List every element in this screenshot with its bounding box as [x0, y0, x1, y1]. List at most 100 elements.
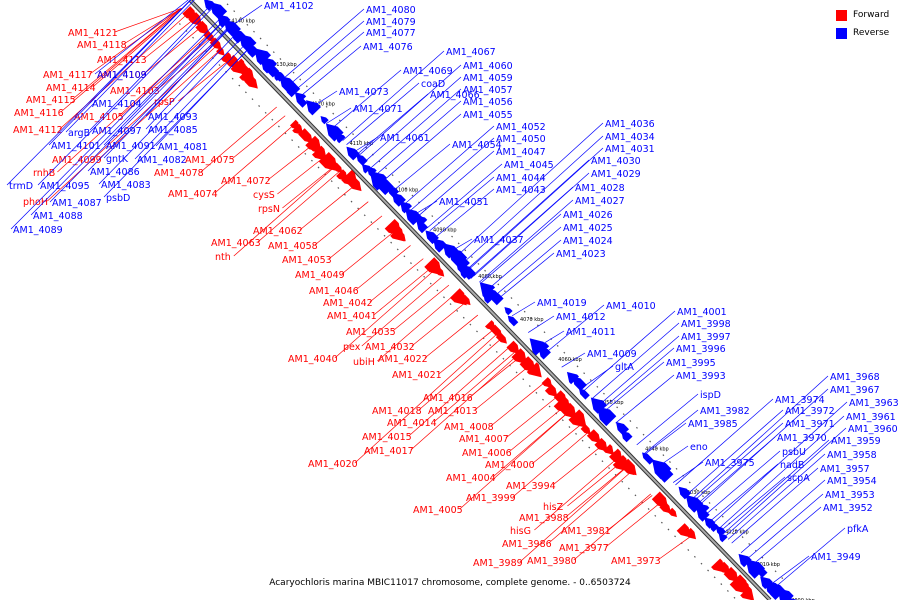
reverse-gene-label: AM1_4044: [496, 173, 546, 184]
forward-gene: [460, 294, 471, 306]
reverse-gene-label: AM1_4034: [605, 132, 655, 143]
reverse-gene: [356, 154, 368, 166]
forward-gene-leader: [282, 166, 335, 209]
reverse-gene-leader: [310, 90, 338, 109]
axis-tick-label: 4050 kbp: [600, 400, 624, 406]
forward-gene-label: AM1_4058: [268, 241, 318, 252]
forward-gene-label: AM1_4075: [185, 155, 235, 166]
reverse-gene-label: AM1_3997: [681, 332, 731, 343]
reverse-gene-label: AM1_3954: [827, 476, 877, 487]
forward-gene-leader: [123, 8, 182, 45]
reverse-gene-label: pfkA: [847, 524, 869, 535]
reverse-gene-label: AM1_4052: [496, 122, 546, 133]
forward-gene-label: AM1_4105: [74, 112, 124, 123]
forward-gene-leader: [410, 355, 518, 451]
forward-gene-label: AM1_4015: [362, 432, 412, 443]
forward-gene: [740, 586, 754, 600]
reverse-gene-label: AM1_4087: [52, 198, 102, 209]
forward-gene-leader: [267, 144, 314, 181]
forward-gene-label: AM1_4072: [221, 176, 271, 187]
reverse-gene-label: AM1_4023: [556, 249, 606, 260]
reverse-gene-label: AM1_4051: [439, 197, 489, 208]
forward-gene-label: AM1_4020: [308, 459, 358, 470]
reverse-gene-label: AM1_4083: [101, 180, 151, 191]
reverse-gene: [621, 430, 633, 443]
forward-gene-leader: [47, 45, 218, 202]
forward-gene-label: AM1_4006: [462, 448, 512, 459]
reverse-gene-leader: [145, 31, 238, 130]
reverse-gene-label: AM1_3970: [777, 433, 827, 444]
forward-gene-leader: [92, 8, 183, 88]
reverse-gene-label: AM1_3971: [785, 419, 835, 430]
axis-tick-label: 4020 kbp: [725, 529, 749, 535]
reverse-gene-label: AM1_3961: [846, 412, 896, 423]
forward-gene-leader: [512, 430, 591, 498]
reverse-gene-label: AM1_3968: [830, 372, 880, 383]
forward-gene-label: AM1_4049: [295, 270, 345, 281]
axis-tick-label: 4130 kbp: [273, 62, 297, 68]
reverse-gene-label: AM1_3967: [830, 385, 880, 396]
forward-gene: [506, 340, 520, 354]
reverse-gene-label: AM1_3982: [700, 406, 750, 417]
reverse-gene-leader: [87, 24, 231, 172]
reverse-gene-label: AM1_3998: [681, 319, 731, 330]
reverse-gene-leader: [740, 479, 826, 554]
forward-gene-label: AM1_4014: [387, 418, 437, 429]
forward-gene-label: AM1_4046: [309, 286, 359, 297]
forward-gene-label: AM1_4053: [282, 255, 332, 266]
reverse-gene: [642, 452, 655, 465]
forward-gene-label: AM1_4074: [168, 189, 218, 200]
axis-tick-label: 4140 kbp: [231, 19, 255, 25]
forward-gene-leader: [334, 269, 435, 359]
forward-gene-label: AM1_4013: [428, 406, 478, 417]
reverse-gene-leader: [382, 113, 462, 182]
reverse-gene-leader: [103, 45, 252, 198]
forward-gene-label: cysS: [253, 190, 275, 201]
reverse-gene: [777, 588, 794, 600]
forward-gene-label: AM1_4099: [52, 155, 102, 166]
forward-gene: [603, 444, 614, 455]
forward-gene-leader: [257, 171, 340, 243]
caption: Acaryochloris marina MBIC11017 chromosom…: [269, 578, 631, 588]
reverse-gene-label: AM1_4024: [563, 236, 613, 247]
reverse-gene: [210, 2, 228, 20]
axis-tick-label: 4100 kbp: [395, 188, 419, 194]
forward-gene: [594, 437, 608, 452]
reverse-gene: [465, 268, 476, 279]
forward-gene: [621, 461, 635, 476]
reverse-gene-label: AM1_3960: [848, 424, 898, 435]
forward-gene-leader: [433, 352, 515, 423]
forward-gene-leader: [424, 314, 479, 359]
forward-gene-label: AM1_4032: [365, 342, 415, 353]
reverse-gene-leader: [583, 310, 676, 391]
reverse-gene-leader: [710, 463, 779, 522]
forward-gene-leader: [392, 284, 450, 332]
reverse-gene-leader: [49, 21, 229, 203]
reverse-gene-label: AM1_4104: [92, 99, 142, 110]
forward-gene-leader: [361, 277, 442, 347]
reverse-gene-label: AM1_4037: [474, 235, 524, 246]
reverse-gene-leader: [636, 393, 699, 446]
forward-gene-leader: [89, 8, 182, 75]
reverse-gene-label: AM1_3952: [823, 503, 873, 514]
reverse-gene-leader: [486, 226, 562, 291]
reverse-gene-leader: [466, 159, 590, 270]
reverse-gene-label: AM1_4066: [430, 90, 480, 101]
reverse-gene-leader: [416, 150, 495, 218]
reverse-gene-leader: [604, 361, 665, 412]
reverse-gene-label: AM1_4081: [158, 142, 208, 153]
forward-gene-label: AM1_3973: [611, 556, 661, 567]
reverse-gene: [320, 116, 329, 125]
forward-gene-label: phoH: [23, 197, 48, 208]
forward-gene-leader: [567, 462, 621, 507]
forward-gene-leader: [200, 106, 277, 173]
forward-gene-leader: [233, 166, 335, 257]
forward-gene: [609, 448, 623, 463]
reverse-gene-label: AM1_4079: [366, 17, 416, 28]
reverse-gene-label: AM1_4059: [463, 73, 513, 84]
forward-gene: [311, 145, 327, 161]
forward-gene-leader: [57, 35, 208, 173]
forward-gene-label: AM1_4116: [14, 108, 64, 119]
reverse-gene-leader: [10, 16, 223, 230]
reverse-gene-leader: [774, 527, 846, 588]
